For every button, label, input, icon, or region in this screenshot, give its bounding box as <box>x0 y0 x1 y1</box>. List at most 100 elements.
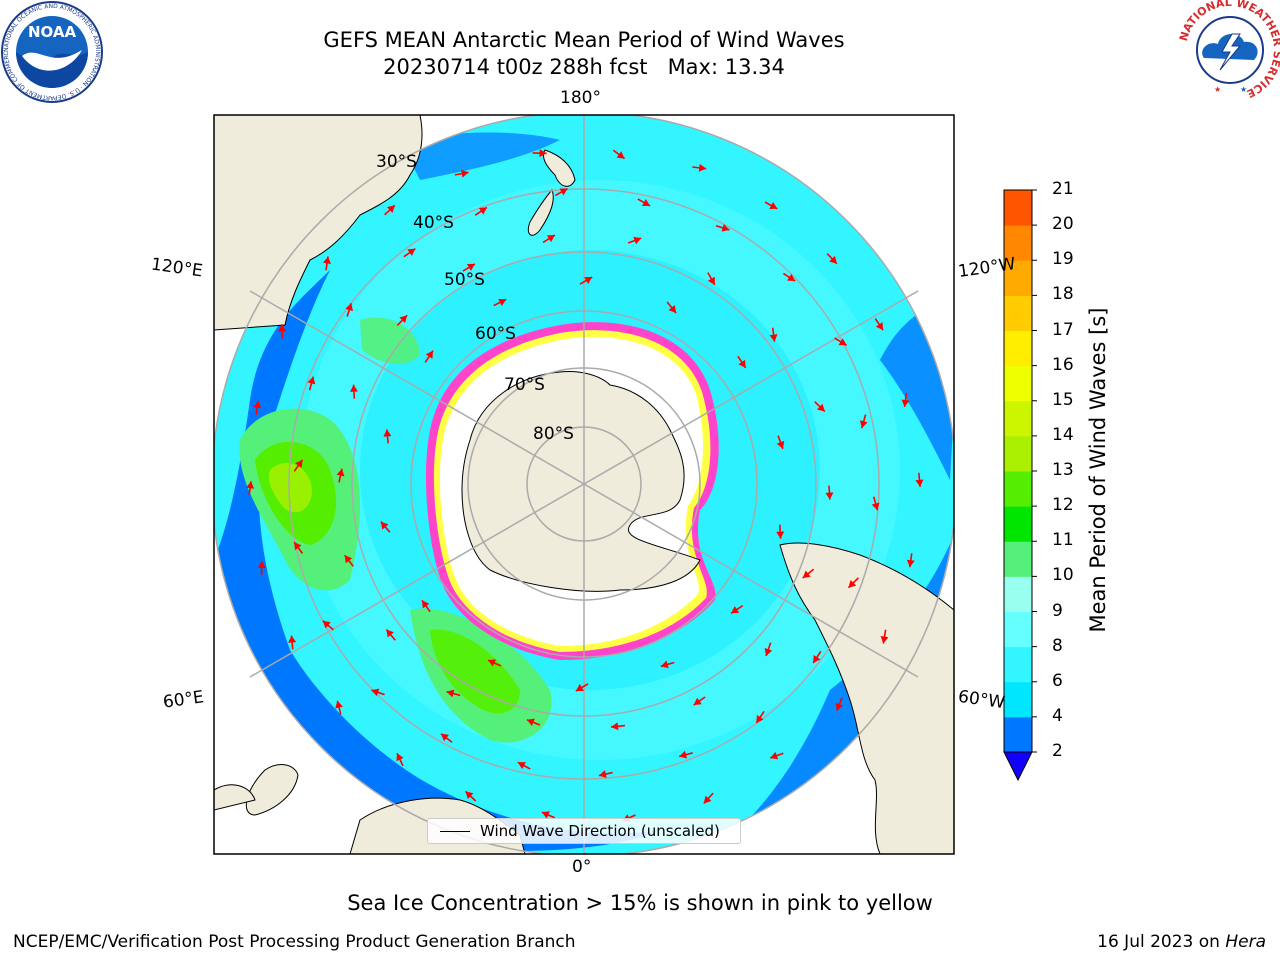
colorbar-tick-label: 20 <box>1052 214 1074 235</box>
wind-arrow-head <box>539 149 547 158</box>
parallel-label-40s: 40°S <box>413 213 454 233</box>
colorbar-segment <box>1004 576 1032 612</box>
wind-arrow-head <box>848 579 857 588</box>
wind-arrow-head <box>915 479 924 487</box>
new-zealand-south <box>527 189 554 236</box>
colorbar-segment <box>1004 330 1032 367</box>
wind-arrow-head <box>421 600 430 609</box>
map-legend: Wind Wave Direction (unscaled) <box>427 818 741 844</box>
colorbar-segment <box>1004 471 1032 507</box>
colorbar-tick-label: 21 <box>1052 179 1074 199</box>
colorbar-segment <box>1004 541 1032 577</box>
colorbar-segment <box>1004 716 1032 753</box>
wind-arrow-head <box>425 350 433 359</box>
wind-arrow-head <box>517 762 526 770</box>
wind-arrow-head <box>380 521 389 530</box>
wind-arrow-head <box>787 273 796 282</box>
graticule <box>214 115 954 854</box>
colorbar-tick-label: 9 <box>1052 600 1063 621</box>
svg-text:★: ★ <box>1214 85 1221 94</box>
footer-date: 16 Jul 2023 on Hera <box>1097 932 1266 952</box>
wind-arrow-head <box>440 733 449 742</box>
colorbar-segment <box>1004 435 1032 472</box>
wind-arrow-head <box>498 298 507 307</box>
wind-arrow-head <box>387 205 395 213</box>
colorbar-tick-label: 11 <box>1052 530 1074 551</box>
wind-arrow-head <box>295 459 303 468</box>
footer-credit: NCEP/EMC/Verification Post Processing Pr… <box>13 932 576 952</box>
colorbar-segment <box>1004 681 1032 718</box>
parallel-label-70s: 70°S <box>504 375 545 395</box>
nws-logo-icon: NATIONAL WEATHER SERVICE ★ ★ <box>1178 0 1280 100</box>
legend-label: Wind Wave Direction (unscaled) <box>480 822 720 840</box>
wind-arrow-head <box>407 248 416 256</box>
meridian-label-0: 0° <box>572 857 592 877</box>
wind-arrow-head <box>335 700 343 709</box>
wind-arrow-head <box>738 359 746 368</box>
wind-arrow-head <box>584 277 593 284</box>
colorbar-segment <box>1004 365 1032 402</box>
wind-arrow-head <box>764 648 773 656</box>
wind-arrow-head <box>399 315 408 324</box>
wind-arrow-head <box>901 399 910 407</box>
wind-arrow-head <box>633 236 642 245</box>
colorbar <box>1003 189 1037 782</box>
parallel-label-30s: 30°S <box>376 152 417 172</box>
wind-arrow-head <box>770 751 779 760</box>
colorbar-tick-label: 18 <box>1052 284 1074 305</box>
wind-arrow-head <box>776 531 785 539</box>
colorbar-segment <box>1004 646 1032 683</box>
wind-arrow-head <box>835 702 844 711</box>
wind-arrow-head <box>693 697 702 706</box>
wind-arrow-head <box>526 718 535 727</box>
colorbar-tick-label: 16 <box>1052 354 1074 375</box>
wind-arrow-head <box>307 376 316 385</box>
wind-arrow-head <box>641 199 651 206</box>
sea-ice-note: Sea Ice Concentration > 15% is shown in … <box>347 891 933 915</box>
noaa-logo-icon: NATIONAL OCEANIC AND ATMOSPHERIC ADMINIS… <box>0 0 103 103</box>
wind-arrow-head <box>322 620 331 629</box>
wind-arrow-head <box>344 555 353 564</box>
parallel-label-80s: 80°S <box>533 424 574 444</box>
colorbar-tick-label: 12 <box>1052 495 1074 516</box>
wind-arrow-head <box>871 502 880 511</box>
colorbar-segment <box>1004 260 1032 296</box>
colorbar-label: Mean Period of Wind Waves [s] <box>1086 307 1110 633</box>
wind-arrow-head <box>838 338 847 346</box>
wind-arrow-head <box>668 305 677 313</box>
wind-arrow-head <box>345 303 354 312</box>
colorbar-tick-label: 15 <box>1052 389 1074 410</box>
australia <box>214 115 423 331</box>
wind-arrow-head <box>825 492 834 500</box>
footer-date-text: 16 Jul 2023 on <box>1097 932 1220 952</box>
wind-arrow-head <box>487 659 496 667</box>
wind-arrow-head <box>371 688 380 697</box>
wind-arrow-head <box>829 255 837 264</box>
noaa-logo-text: NOAA <box>28 23 77 41</box>
colorbar-tick-label: 2 <box>1052 741 1063 761</box>
wind-arrow-head <box>386 629 394 638</box>
wind-arrow-head <box>559 188 568 196</box>
wind-arrow-head <box>776 440 785 449</box>
wind-arrow-head <box>769 334 778 342</box>
wind-arrow-head <box>349 384 358 392</box>
colorbar-segment <box>1004 400 1032 437</box>
colorbar-tick-label: 10 <box>1052 565 1074 586</box>
svg-text:★: ★ <box>1240 85 1247 94</box>
wind-arrow-head <box>816 403 825 412</box>
colorbar-tick-label: 8 <box>1052 635 1063 656</box>
wind-arrow-head <box>813 655 821 664</box>
colorbar-tick-label: 19 <box>1052 249 1074 270</box>
colorbar-tick-label: 4 <box>1052 705 1063 726</box>
wind-arrow-head <box>906 559 915 568</box>
parallel-label-60s: 60°S <box>475 324 516 344</box>
wind-arrow-head <box>541 811 550 819</box>
colorbar-segment <box>1004 190 1032 226</box>
wind-arrow-head <box>660 660 669 669</box>
wind-arrow-head <box>679 750 688 759</box>
wind-arrow-head <box>875 322 884 331</box>
new-zealand-north <box>542 149 576 187</box>
map-title: GEFS MEAN Antarctic Mean Period of Wind … <box>323 28 845 52</box>
wind-arrow-head <box>611 722 619 731</box>
